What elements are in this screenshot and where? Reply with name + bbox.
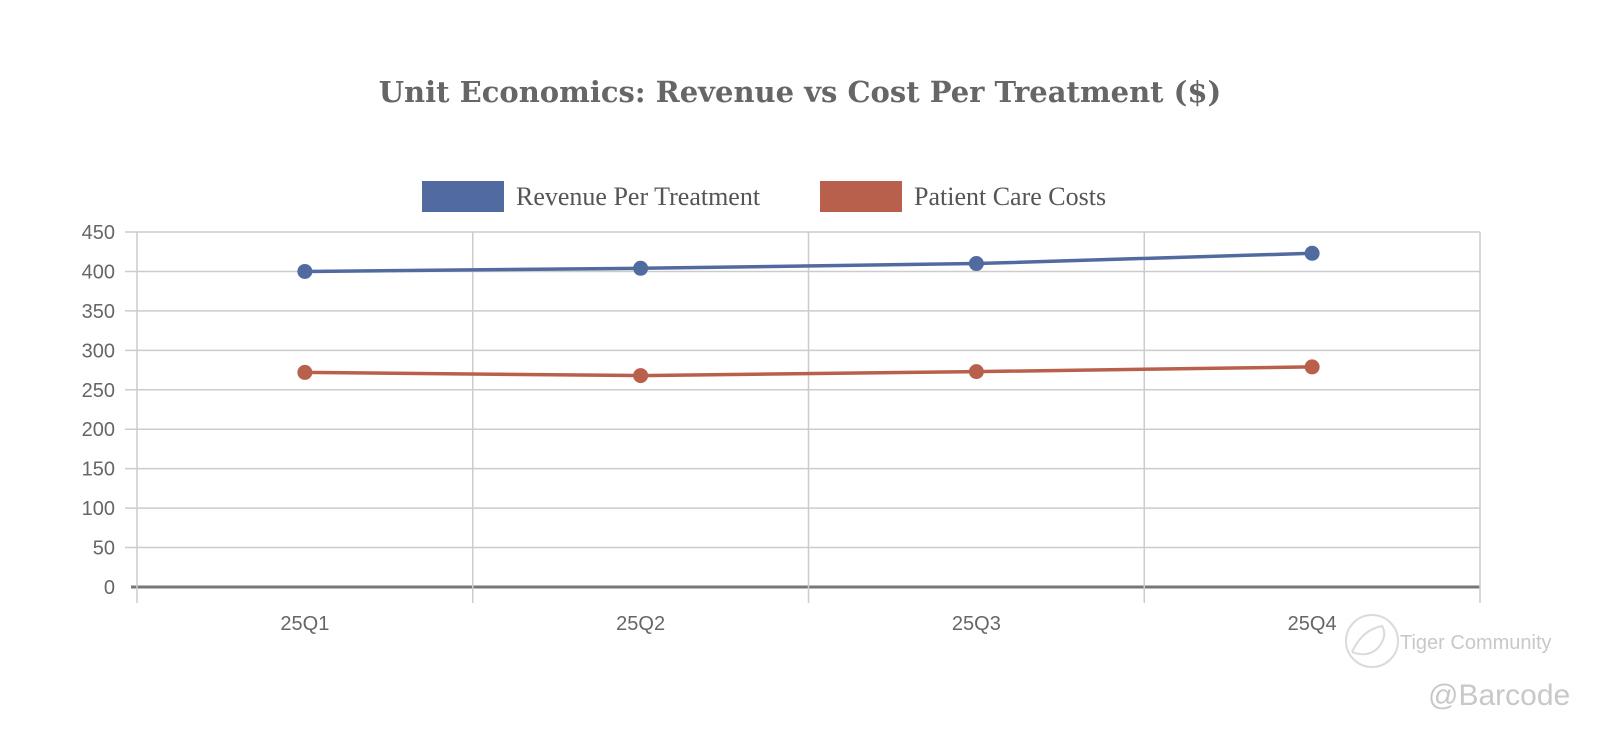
grid: 0 50 100 150 200 250 300 350 400 450 25Q1 25Q2 25Q3 2…: [82, 222, 1481, 635]
legend-label: Revenue Per Treatment: [516, 182, 761, 211]
chart-title: Unit Economics: Revenue vs Cost Per Trea…: [379, 75, 1222, 109]
series-line: [304, 365, 1313, 378]
watermark: Tiger Community @Barcode: [1345, 614, 1570, 712]
legend-item: Revenue Per Treatment: [422, 181, 761, 212]
data-point: [633, 260, 649, 276]
y-tick-label: 300: [82, 340, 115, 362]
x-tick-label: 25Q2: [616, 613, 665, 635]
series-revenue-per-treatment: [297, 245, 1320, 279]
data-point: [297, 364, 313, 380]
series-layer: [297, 245, 1320, 384]
data-point: [1304, 359, 1320, 375]
data-point: [1304, 245, 1320, 261]
y-tick-label: 450: [82, 222, 115, 244]
data-point: [297, 263, 313, 279]
y-tick-label: 50: [93, 538, 115, 560]
y-tick-label: 350: [82, 301, 115, 323]
data-point: [633, 368, 649, 384]
data-point: [968, 364, 984, 380]
y-tick-label: 150: [82, 459, 115, 481]
legend-swatch: [820, 181, 902, 212]
tiger-logo-icon: [1345, 614, 1399, 668]
y-tick-label: 200: [82, 419, 115, 441]
legend-swatch: [422, 181, 504, 212]
y-tick-label: 100: [82, 498, 115, 520]
y-tick-label: 250: [82, 380, 115, 402]
x-tick-label: 25Q4: [1288, 613, 1337, 635]
watermark-brand: Tiger Community: [1400, 632, 1552, 654]
data-point: [968, 256, 984, 272]
legend-label: Patient Care Costs: [914, 182, 1106, 211]
series-patient-care-costs: [297, 359, 1320, 384]
x-tick-label: 25Q3: [952, 613, 1001, 635]
y-tick-label: 400: [82, 261, 115, 283]
y-tick-label: 0: [104, 577, 115, 599]
legend-item: Patient Care Costs: [820, 181, 1106, 212]
x-tick-label: 25Q1: [280, 613, 329, 635]
watermark-handle: @Barcode: [1428, 679, 1570, 712]
series-line: [304, 251, 1313, 274]
legend: Revenue Per Treatment Patient Care Costs: [422, 181, 1106, 212]
